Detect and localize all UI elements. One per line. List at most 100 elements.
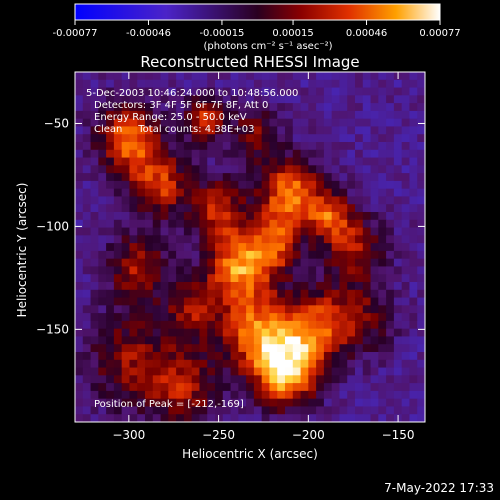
heatmap-cell xyxy=(323,165,333,174)
heatmap-cell xyxy=(393,126,403,135)
heatmap-cell xyxy=(253,344,263,353)
heatmap-cell xyxy=(285,328,294,337)
heatmap-cell xyxy=(417,227,425,236)
heatmap-cell xyxy=(90,297,99,306)
heatmap-cell xyxy=(409,375,418,384)
heatmap-cell xyxy=(316,320,325,330)
heatmap-cell xyxy=(386,227,395,236)
heatmap-cell xyxy=(152,118,162,127)
heatmap-cell xyxy=(75,406,84,415)
heatmap-cell xyxy=(300,219,309,229)
heatmap-cell xyxy=(121,227,130,236)
heatmap-cell xyxy=(323,79,333,89)
heatmap-cell xyxy=(339,367,348,376)
heatmap-cell xyxy=(207,134,216,143)
heatmap-cell xyxy=(339,406,348,415)
heatmap-cell xyxy=(137,313,146,322)
heatmap-cell xyxy=(285,359,294,369)
heatmap-cell xyxy=(98,126,107,135)
heatmap-cell xyxy=(230,157,239,166)
heatmap-cell xyxy=(308,110,317,120)
heatmap-cell xyxy=(191,126,200,135)
heatmap-cell xyxy=(261,118,270,127)
heatmap-cell xyxy=(129,134,138,143)
heatmap-cell xyxy=(362,367,372,376)
heatmap-cell xyxy=(401,134,410,143)
heatmap-cell xyxy=(160,344,169,353)
heatmap-cell xyxy=(183,79,193,89)
heatmap-cell xyxy=(277,390,286,400)
heatmap-cell xyxy=(355,188,364,197)
heatmap-cell xyxy=(292,227,302,236)
heatmap-cell xyxy=(106,352,115,361)
x-tick-label: −150 xyxy=(382,428,415,442)
heatmap-cell xyxy=(106,313,115,322)
heatmap-cell xyxy=(308,118,317,127)
heatmap-cell xyxy=(417,196,425,205)
heatmap-cell xyxy=(362,305,372,314)
heatmap-cell xyxy=(316,212,325,221)
heatmap-cell xyxy=(316,258,325,267)
heatmap-cell xyxy=(90,398,99,407)
heatmap-cell xyxy=(269,289,278,299)
heatmap-cell xyxy=(308,142,317,151)
heatmap-cell xyxy=(300,243,309,252)
heatmap-cell xyxy=(98,196,107,205)
heatmap-cell xyxy=(300,79,309,89)
heatmap-cell xyxy=(152,297,162,306)
heatmap-cell xyxy=(269,414,278,422)
heatmap-cell xyxy=(409,243,418,252)
heatmap-cell xyxy=(261,79,270,89)
heatmap-cell xyxy=(409,313,418,322)
heatmap-cell xyxy=(106,297,115,306)
heatmap-cell xyxy=(292,274,302,283)
heatmap-cell xyxy=(183,126,193,135)
heatmap-cell xyxy=(378,406,387,415)
heatmap-cell xyxy=(207,142,216,151)
heatmap-cell xyxy=(393,274,403,283)
heatmap-cell xyxy=(176,352,185,361)
colorbar-tick-label: -0.00077 xyxy=(53,28,98,39)
heatmap-cell xyxy=(160,110,169,120)
heatmap-cell xyxy=(347,243,356,252)
heatmap-cell xyxy=(222,110,232,120)
heatmap-cell xyxy=(316,235,325,244)
heatmap-cell xyxy=(339,165,348,174)
heatmap-cell xyxy=(160,87,169,96)
heatmap-cell xyxy=(137,72,146,81)
heatmap-cell xyxy=(386,72,395,81)
heatmap-cell xyxy=(300,375,309,384)
heatmap-cell xyxy=(261,274,270,283)
heatmap-cell xyxy=(362,320,372,330)
heatmap-cell xyxy=(199,227,208,236)
heatmap-cell xyxy=(113,406,123,415)
heatmap-cell xyxy=(362,219,372,229)
heatmap-cell xyxy=(316,344,325,353)
heatmap-cell xyxy=(168,320,177,330)
heatmap-cell xyxy=(261,227,270,236)
heatmap-cell xyxy=(113,352,123,361)
heatmap-cell xyxy=(323,204,333,213)
heatmap-cell xyxy=(106,149,115,159)
heatmap-cell xyxy=(316,414,325,422)
heatmap-cell xyxy=(300,118,309,127)
heatmap-cell xyxy=(129,149,138,159)
heatmap-cell xyxy=(152,414,162,422)
heatmap-cell xyxy=(121,375,130,384)
heatmap-cell xyxy=(90,352,99,361)
heatmap-cell xyxy=(191,142,200,151)
heatmap-cell xyxy=(113,282,123,291)
heatmap-cell xyxy=(215,212,224,221)
heatmap-cell xyxy=(308,352,317,361)
colorbar-tick-label: -0.00046 xyxy=(126,28,171,39)
heatmap-cell xyxy=(386,95,395,104)
heatmap-cell xyxy=(347,118,356,127)
heatmap-cell xyxy=(300,173,309,182)
heatmap-cell xyxy=(277,173,286,182)
heatmap-cell xyxy=(137,165,146,174)
annotation-energy-range: Energy Range: 25.0 - 50.0 keV xyxy=(94,112,247,123)
heatmap-cell xyxy=(121,274,130,283)
heatmap-cell xyxy=(362,390,372,400)
heatmap-cell xyxy=(393,352,403,361)
